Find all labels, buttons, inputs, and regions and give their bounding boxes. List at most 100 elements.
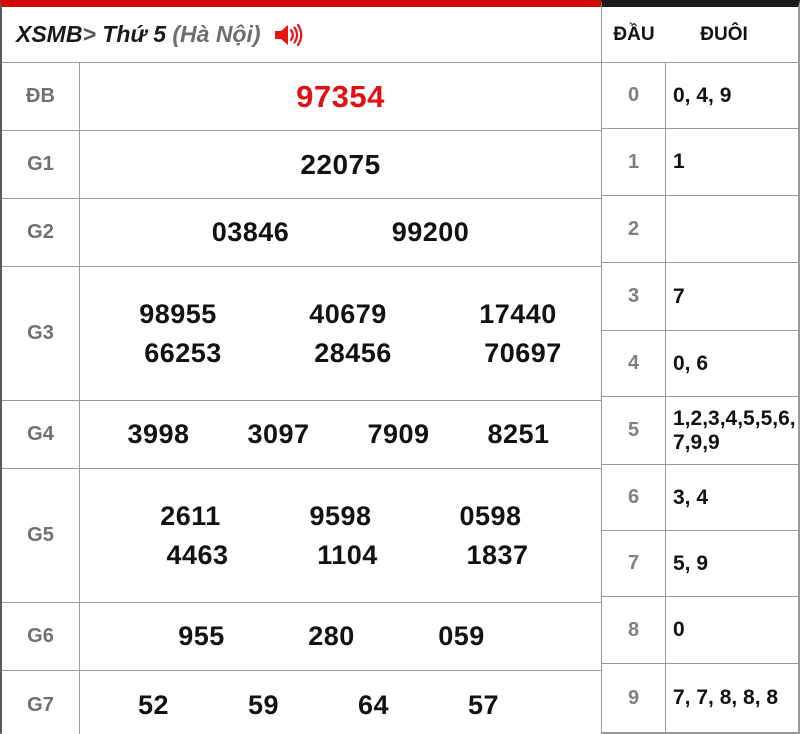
prize-values: 97354: [80, 63, 601, 130]
duoi-values: 1,2,3,4,5,5,6,7,9,9: [673, 406, 796, 454]
prize-row-g6: G6 955 280 059: [2, 603, 601, 671]
prize-values: 22075: [80, 131, 601, 198]
prize-number: 66253: [144, 337, 222, 368]
dau-duoi-row: 1 1: [602, 129, 798, 196]
dau-key: 8: [602, 597, 666, 663]
prize-values: 2611 9598 0598 4463 1104 1837: [80, 469, 601, 602]
number-line: 98955 40679 17440: [88, 299, 608, 330]
title-day: Thứ 5: [102, 21, 166, 47]
dau-duoi-table: 0 0, 4, 9 1 1 2 3 7 4 0, 6 5 1,2,3,4: [602, 63, 798, 732]
dau-duoi-row: 8 0: [602, 597, 798, 664]
dau-duoi-row: 7 5, 9: [602, 531, 798, 597]
prize-row-g7: G7 52 59 64 57: [2, 671, 601, 734]
prize-number: 3998: [127, 419, 190, 449]
duoi-values: [666, 196, 798, 262]
prize-number: 99200: [391, 217, 470, 247]
number-line: 955 280 059: [88, 621, 575, 652]
duoi-values: 0: [673, 618, 685, 642]
prize-number: 1837: [466, 539, 529, 570]
dau-key: 5: [602, 397, 666, 464]
number-line: 03846 99200: [88, 217, 593, 248]
prize-number: 8251: [487, 419, 550, 449]
prize-number: 03846: [211, 217, 290, 247]
dau-duoi-row: 2: [602, 196, 798, 263]
prize-number: 57: [467, 689, 500, 720]
prize-number: 97354: [296, 78, 385, 114]
dau-duoi-row: 5 1,2,3,4,5,5,6,7,9,9: [602, 397, 798, 465]
prize-label: G6: [2, 603, 80, 670]
prize-values: 98955 40679 17440 66253 28456 70697: [80, 267, 616, 400]
prize-label: G1: [2, 131, 80, 198]
number-line: 97354: [88, 79, 593, 115]
number-line: 4463 1104 1837: [88, 540, 593, 571]
duoi-values: 0, 4, 9: [673, 83, 732, 107]
prize-label: G5: [2, 469, 80, 602]
prize-number: 9598: [309, 500, 372, 531]
prize-number: 98955: [139, 298, 217, 329]
duoi-values: 7: [673, 284, 685, 308]
prize-number: 2611: [160, 500, 221, 531]
prize-number: 52: [137, 689, 170, 720]
prize-number: 4463: [166, 539, 229, 570]
prize-number: 1104: [317, 539, 378, 570]
number-line: 2611 9598 0598: [88, 501, 593, 532]
prize-number: 17440: [479, 298, 557, 329]
prize-row-g4: G4 3998 3097 7909 8251: [2, 401, 601, 469]
prize-number: 280: [308, 621, 355, 651]
prize-number: 3097: [247, 419, 310, 449]
prize-table: ĐB 97354 G1 22075 G2: [2, 63, 601, 734]
prize-values: 3998 3097 7909 8251: [80, 401, 601, 468]
prize-row-db: ĐB 97354: [2, 63, 601, 131]
prize-number: 0598: [459, 500, 522, 531]
prize-row-g5: G5 2611 9598 0598 4463 1104 1837: [2, 469, 601, 603]
dau-key: 7: [602, 531, 666, 596]
prize-label: G4: [2, 401, 80, 468]
dau-duoi-row: 9 7, 7, 8, 8, 8: [602, 664, 798, 732]
column-header-dau: ĐẦU: [613, 23, 655, 45]
prize-row-g1: G1 22075: [2, 131, 601, 199]
prize-number: 59: [247, 689, 280, 720]
prize-label: G2: [2, 199, 80, 266]
dau-key: 6: [602, 465, 666, 530]
prize-number: 28456: [314, 337, 392, 368]
prize-number: 22075: [300, 148, 381, 180]
prize-values: 03846 99200: [80, 199, 601, 266]
prize-label: G3: [2, 267, 80, 400]
dau-key: 2: [602, 196, 666, 262]
prize-row-g3: G3 98955 40679 17440 66253 28456 70697: [2, 267, 601, 401]
dau-key: 1: [602, 129, 666, 195]
duoi-values: 5, 9: [673, 551, 709, 575]
prize-label: G7: [2, 671, 80, 734]
number-line: 3998 3097 7909 8251: [84, 419, 593, 450]
dau-duoi-row: 6 3, 4: [602, 465, 798, 531]
title-prefix: XSMB: [16, 21, 83, 47]
prize-values: 52 59 64 57: [80, 671, 601, 734]
number-line: 52 59 64 57: [88, 690, 549, 721]
column-header-duoi: ĐUÔI: [700, 23, 748, 45]
dau-duoi-row: 3 7: [602, 263, 798, 331]
prize-number: 64: [357, 689, 390, 720]
duoi-values: 3, 4: [673, 485, 709, 509]
duoi-values: 0, 6: [673, 351, 709, 375]
dau-duoi-header: ĐẦU ĐUÔI: [602, 7, 798, 63]
prize-number: 7909: [367, 419, 430, 449]
prize-number: 955: [178, 621, 225, 651]
title-region: (Hà Nội): [172, 21, 261, 47]
page-title: XSMB> Thứ 5 (Hà Nội): [16, 21, 261, 48]
prize-number: 40679: [309, 298, 387, 329]
speaker-icon[interactable]: [273, 22, 303, 48]
dau-key: 9: [602, 664, 666, 732]
prize-number: 059: [438, 621, 485, 651]
prize-number: 70697: [484, 337, 562, 368]
number-line: 22075: [88, 149, 593, 181]
prize-label: ĐB: [2, 63, 80, 130]
dau-key: 3: [602, 263, 666, 330]
title-separator: >: [82, 21, 96, 47]
dau-key: 4: [602, 331, 666, 396]
duoi-values: 1: [673, 150, 685, 174]
duoi-values: 7, 7, 8, 8, 8: [673, 686, 779, 710]
dau-key: 0: [602, 63, 666, 128]
dau-duoi-panel: ĐẦU ĐUÔI 0 0, 4, 9 1 1 2 3 7 4 0,: [601, 0, 800, 734]
results-header: XSMB> Thứ 5 (Hà Nội): [2, 7, 601, 63]
